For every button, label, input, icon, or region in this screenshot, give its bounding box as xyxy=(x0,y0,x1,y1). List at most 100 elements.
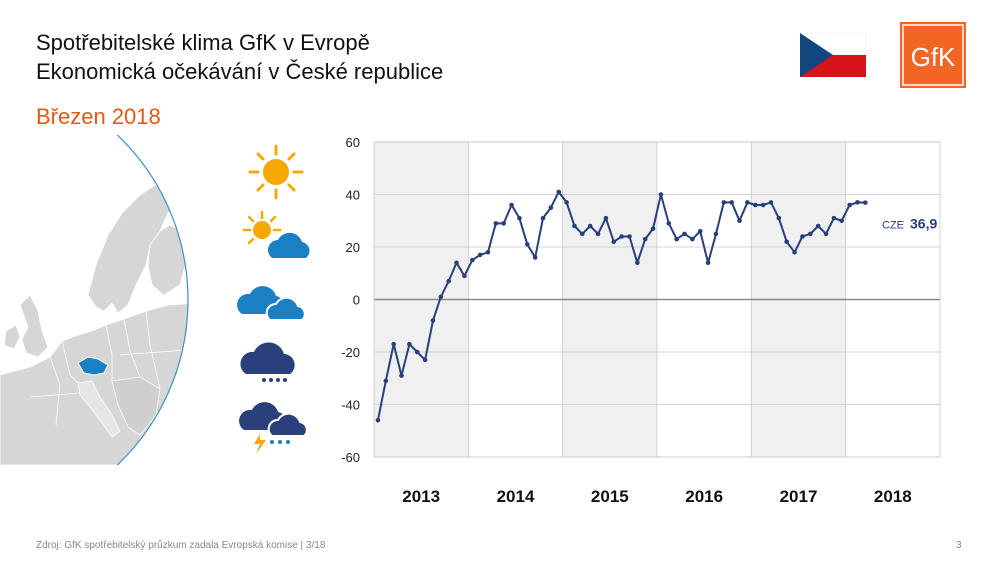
data-point xyxy=(477,252,483,258)
y-tick-label: 20 xyxy=(346,240,360,255)
data-point xyxy=(383,378,389,384)
x-year-label-2016: 2016 xyxy=(685,487,723,506)
data-point xyxy=(580,231,585,237)
y-tick-label: -20 xyxy=(341,345,360,360)
data-point xyxy=(619,234,624,239)
x-year-label-2018: 2018 xyxy=(874,487,912,506)
data-point xyxy=(422,357,428,363)
data-point xyxy=(548,205,554,210)
data-point xyxy=(855,200,860,205)
finland-shape xyxy=(147,224,188,296)
data-point xyxy=(430,318,436,323)
data-point xyxy=(627,234,632,239)
data-point xyxy=(485,249,491,255)
data-point xyxy=(524,242,530,247)
data-point xyxy=(595,231,601,237)
gfk-logo: GfK xyxy=(900,22,966,88)
data-point xyxy=(407,341,412,347)
europe-map xyxy=(0,135,189,465)
data-point xyxy=(760,202,766,208)
page-title: Spotřebitelské klima GfK v Evropě Ekonom… xyxy=(36,28,443,86)
rain-cloud-icon xyxy=(240,342,295,382)
data-point xyxy=(572,223,577,229)
sun-cloud-icon xyxy=(242,210,310,258)
source-footer: Zdroj: GfK spotřebitelský průzkum zadala… xyxy=(36,540,326,551)
data-point xyxy=(635,260,640,266)
logo-text: GfK xyxy=(911,42,956,72)
data-point xyxy=(556,189,562,195)
scandinavia-shape xyxy=(87,180,185,314)
title-line-2: Ekonomická očekávání v České republice xyxy=(36,59,444,84)
data-point xyxy=(666,221,672,226)
data-point xyxy=(517,215,522,221)
data-point xyxy=(414,349,420,355)
data-point xyxy=(438,294,444,300)
data-point xyxy=(391,341,396,347)
x-year-label-2014: 2014 xyxy=(497,487,535,506)
end-label-value: 36,9 xyxy=(910,216,937,232)
data-point xyxy=(493,221,499,226)
y-tick-label: -40 xyxy=(341,398,360,413)
sun-icon xyxy=(248,144,304,200)
data-point xyxy=(658,192,664,197)
x-year-label-2017: 2017 xyxy=(780,487,818,506)
data-point xyxy=(752,202,758,208)
data-point xyxy=(642,236,648,242)
end-label-prefix: CZE xyxy=(882,220,904,232)
weather-icon-legend xyxy=(237,144,310,454)
y-tick-label: 40 xyxy=(346,188,360,203)
ireland-shape xyxy=(3,324,21,350)
page-number: 3 xyxy=(956,540,962,551)
period-subtitle: Březen 2018 xyxy=(36,104,161,129)
data-point xyxy=(737,218,742,224)
storm-cloud-icon xyxy=(239,402,308,454)
x-year-label-2013: 2013 xyxy=(402,487,440,506)
data-point xyxy=(650,226,656,231)
data-point xyxy=(705,260,711,266)
czech-republic-highlight xyxy=(77,356,109,376)
data-point xyxy=(690,236,695,242)
data-point xyxy=(375,417,381,423)
data-point xyxy=(863,200,868,205)
data-point xyxy=(603,215,609,221)
data-point xyxy=(792,249,797,255)
data-point xyxy=(564,200,569,205)
clouds-icon xyxy=(237,286,306,321)
data-point xyxy=(446,278,451,284)
data-point xyxy=(807,231,813,237)
data-point xyxy=(462,273,467,279)
x-year-label-2015: 2015 xyxy=(591,487,629,506)
data-point xyxy=(682,231,687,237)
balkans-shape xyxy=(111,376,161,436)
data-point xyxy=(847,202,852,208)
data-point xyxy=(776,215,782,221)
y-tick-label: -60 xyxy=(341,450,360,465)
economic-expectations-chart: 60 40 20 0 -20 -40 -60 2013 2014 2015 2016 2017 2018… xyxy=(341,135,941,506)
data-point xyxy=(469,257,475,263)
data-point xyxy=(745,200,750,205)
data-point xyxy=(697,228,703,234)
data-point xyxy=(768,200,774,205)
data-point xyxy=(784,239,790,245)
italy-shape xyxy=(77,380,121,438)
data-point xyxy=(800,234,805,239)
uk-shape xyxy=(19,294,49,358)
data-point xyxy=(501,221,507,226)
data-point xyxy=(454,260,459,266)
data-point xyxy=(839,218,845,224)
data-point xyxy=(729,200,734,205)
data-point xyxy=(587,223,593,229)
czech-flag-icon xyxy=(800,33,866,77)
title-line-1: Spotřebitelské klima GfK v Evropě xyxy=(36,30,370,55)
y-tick-label: 60 xyxy=(346,135,360,150)
globe-ring xyxy=(116,135,189,465)
data-point xyxy=(721,200,727,205)
y-tick-label: 0 xyxy=(353,293,360,308)
data-point xyxy=(674,236,679,242)
data-point xyxy=(532,255,538,260)
data-point xyxy=(831,215,837,221)
data-point xyxy=(713,231,719,237)
plot-frame xyxy=(373,141,941,458)
data-point xyxy=(611,239,617,245)
data-point xyxy=(509,202,514,208)
